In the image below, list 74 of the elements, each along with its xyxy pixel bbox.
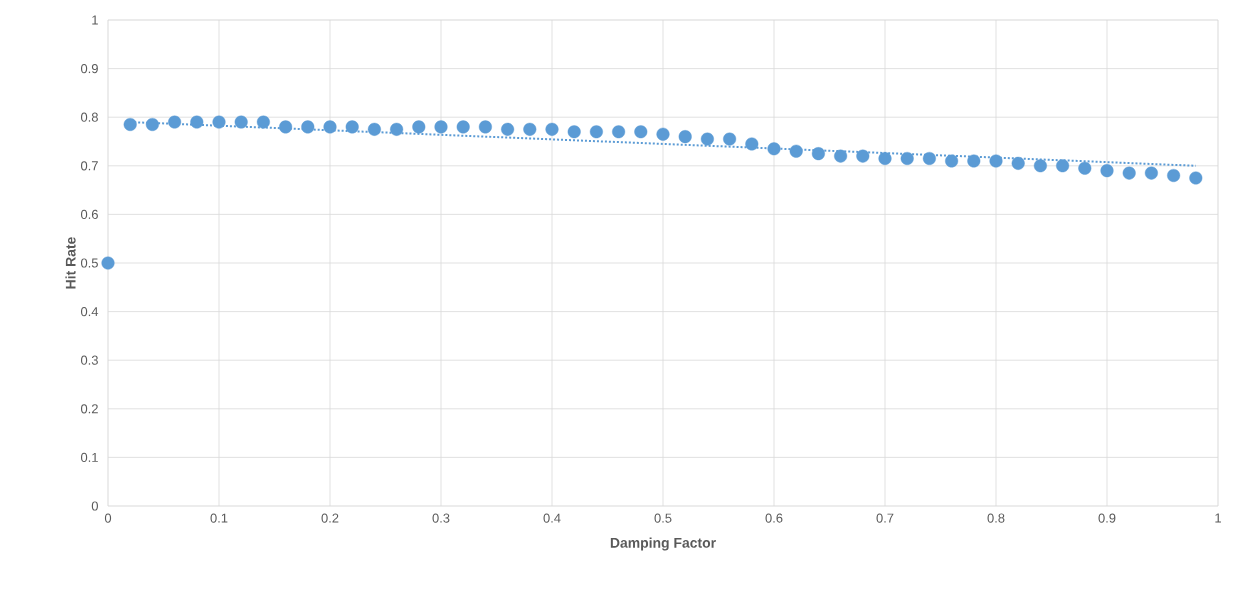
point [811,147,825,161]
point [1100,164,1114,178]
point [212,115,226,129]
x-axis-title: Damping Factor [610,537,716,551]
point [456,120,470,134]
point [1167,169,1181,183]
point [234,115,248,129]
x-tick-label: 0.6 [765,513,783,523]
x-tick-label: 0.2 [321,513,339,523]
y-tick-label: 1 [92,15,98,25]
point [567,125,581,139]
point [123,117,137,131]
point [345,120,359,134]
y-tick-label: 0.5 [80,258,98,268]
point [412,120,426,134]
point [723,132,737,146]
y-tick-label: 0.4 [80,307,99,317]
point [168,115,182,129]
x-tick-label: 0.4 [543,513,561,523]
point [323,120,337,134]
x-tick-label: 0.9 [1098,513,1116,523]
point [145,117,159,131]
point [478,120,492,134]
point [523,122,537,136]
point [1033,159,1047,173]
x-tick-label: 0.5 [654,513,672,523]
point [390,122,404,136]
point [101,256,115,270]
y-tick-label: 0.1 [80,452,98,462]
point [1144,166,1158,180]
y-tick-label: 0.8 [80,112,98,122]
point [700,132,714,146]
y-axis-title: Hit Rate [65,237,76,289]
point [989,154,1003,168]
point [256,115,270,129]
point [279,120,293,134]
point [634,125,648,139]
point [856,149,870,163]
point [589,125,603,139]
x-tick-label: 0.3 [432,513,450,523]
point [878,152,892,165]
y-tick-label: 0.3 [80,355,98,365]
y-tick-label: 0.7 [80,161,98,171]
point [1056,159,1070,173]
x-tick-label: 1 [1215,513,1221,523]
point [945,154,959,168]
point [501,122,515,136]
point [678,130,692,144]
y-tick-label: 0.9 [80,64,98,74]
point [190,115,204,129]
x-tick-label: 0 [104,513,112,523]
point [967,154,981,168]
point [545,122,559,136]
point [612,125,626,139]
x-tick-label: 0.8 [987,513,1005,523]
point [1078,161,1092,175]
y-tick-label: 0 [91,501,98,511]
point [900,152,914,165]
point [789,144,803,158]
point [656,127,670,141]
point [922,152,936,165]
point [767,142,781,156]
x-tick-label: 0.1 [210,513,228,523]
point [367,122,381,136]
point [834,149,848,163]
point [434,120,448,134]
y-tick-label: 0.2 [80,404,98,414]
y-tick-label: 0.6 [80,209,98,219]
point [1122,166,1136,180]
point [745,137,759,151]
point [301,120,315,134]
point [1011,156,1025,170]
x-tick-label: 0.7 [876,513,894,523]
point [1189,171,1203,185]
